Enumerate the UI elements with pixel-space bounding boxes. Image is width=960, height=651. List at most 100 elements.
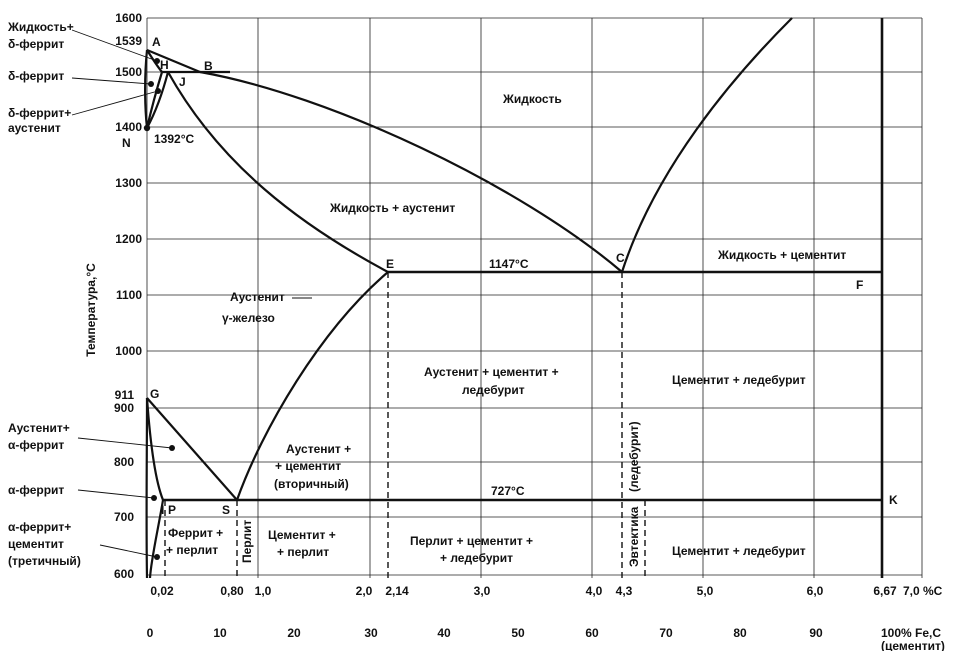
callout-alpha-cem-line3: (третичный)	[8, 554, 81, 568]
x-tick-4-3: 4,3	[616, 584, 633, 598]
region-ferrite-perlite-line1: Феррит +	[168, 526, 223, 540]
x2-tick-60: 60	[585, 626, 599, 640]
leader-delta-aust	[71, 90, 159, 116]
dot-n	[143, 124, 151, 132]
x-tick-1-0: 1,0	[255, 584, 272, 598]
y-axis: 1600 1539 1500 1400 1300 1200 1100 1000 …	[84, 11, 142, 581]
callout-aust-alpha-line1: Аустенит+	[8, 421, 70, 435]
liquidus-ab	[146, 48, 201, 74]
x-tick-0-02: 0,02	[150, 584, 174, 598]
region-ledeburite: (ледебурит)	[627, 421, 641, 492]
region-ferrite-perlite-line2: + перлит	[166, 543, 218, 557]
solidus-je	[167, 71, 389, 273]
region-perl-cem-led-line1: Перлит + цементит +	[410, 534, 533, 548]
callout-liq-delta-line2: δ-феррит	[8, 37, 64, 51]
temp-727: 727°С	[491, 484, 525, 498]
region-liquid: Жидкость	[502, 92, 562, 106]
x-tick-2-0: 2,0	[356, 584, 373, 598]
y-tick-800: 800	[114, 455, 134, 469]
liquidus-bc	[199, 70, 623, 273]
x-tick-7-0: 7,0 %C	[903, 584, 943, 598]
x2-tick-40: 40	[437, 626, 451, 640]
dashed-lines	[164, 272, 646, 578]
x2-tick-20: 20	[287, 626, 301, 640]
region-aust-cem-led-line1: Аустенит + цементит +	[424, 365, 559, 379]
point-n: N	[122, 136, 131, 150]
point-labels: A B H J N E C F G P S K I	[122, 35, 898, 517]
x2-tick-50: 50	[511, 626, 525, 640]
point-k: K	[889, 493, 898, 507]
line-es	[235, 271, 389, 501]
x-axis-cementite: 0 10 20 30 40 50 60 70 80 90 100% Fe,C (…	[147, 626, 945, 651]
region-aust-cem2-line3: (вторичный)	[274, 477, 349, 491]
y-axis-title: Температура,°С	[84, 263, 98, 357]
region-cem-perlite-line2: + перлит	[277, 545, 329, 559]
temp-1147: 1147°С	[489, 257, 529, 271]
point-b: B	[204, 59, 213, 73]
point-c: C	[616, 251, 625, 265]
grid-horizontal	[147, 17, 922, 576]
x-tick-6-0: 6,0	[807, 584, 824, 598]
x2-tick-80: 80	[733, 626, 747, 640]
callout-alpha: α-феррит	[8, 483, 64, 497]
region-cem-led-upper: Цементит + ледебурит	[672, 373, 806, 387]
line-pq	[148, 499, 165, 579]
region-cem-perlite-line1: Цементит +	[268, 528, 336, 542]
point-h: H	[160, 58, 169, 72]
x-tick-4-0: 4,0	[586, 584, 603, 598]
point-f: F	[856, 278, 863, 292]
region-aust-cem2-line1: Аустенит +	[286, 442, 351, 456]
callout-aust-alpha-line2: α-феррит	[8, 438, 64, 452]
region-gamma-iron: γ-железо	[222, 311, 275, 325]
region-perl-cem-led-line2: + ледебурит	[440, 551, 513, 565]
x2-tick-70: 70	[659, 626, 673, 640]
x2-cementite-note: (цементит)	[881, 639, 945, 651]
phase-boundaries	[144, 17, 884, 579]
point-e: E	[386, 257, 394, 271]
callout-delta-aust-line1: δ-феррит+	[8, 106, 71, 120]
x-tick-2-14: 2,14	[385, 584, 409, 598]
point-j: J	[179, 75, 186, 89]
callout-delta: δ-феррит	[8, 69, 64, 83]
y-tick-1200: 1200	[115, 232, 142, 246]
x-tick-6-67: 6,67	[873, 584, 897, 598]
y-tick-1600: 1600	[115, 11, 142, 25]
point-g: G	[150, 387, 159, 401]
line-an	[144, 49, 149, 129]
y-tick-1000: 1000	[115, 344, 142, 358]
callout-leaders	[71, 29, 312, 558]
leader-aust-alpha	[77, 437, 173, 449]
x2-tick-0: 0	[147, 626, 154, 640]
line-gs	[146, 397, 238, 501]
x-axis-carbon: 0,02 0,80 1,0 2,0 2,14 3,0 4,0 4,3 5,0 6…	[150, 584, 942, 598]
region-aust-cem2-line2: + цементит	[275, 459, 341, 473]
y-tick-700: 700	[114, 510, 134, 524]
x-tick-5-0: 5,0	[697, 584, 714, 598]
region-perlite: Перлит	[240, 520, 254, 563]
x2-tick-90: 90	[809, 626, 823, 640]
callout-alpha-cem-line2: цементит	[8, 537, 64, 551]
x2-tick-100: 100% Fe,C	[881, 626, 941, 640]
region-liquid-austenite: Жидкость + аустенит	[329, 201, 455, 215]
x2-tick-30: 30	[364, 626, 378, 640]
isotherm-labels: 1392°С 1147°С 727°С	[154, 132, 529, 498]
y-tick-1300: 1300	[115, 176, 142, 190]
left-callouts: Жидкость+ δ-феррит δ-феррит δ-феррит+ ау…	[7, 20, 81, 568]
x2-tick-10: 10	[213, 626, 227, 640]
y-tick-1100: 1100	[116, 288, 142, 302]
callout-liq-delta-line1: Жидкость+	[7, 20, 74, 34]
point-s: S	[222, 503, 230, 517]
region-aust-cem-led-line2: ледебурит	[462, 383, 525, 397]
point-p: P	[168, 503, 176, 517]
leader-delta	[71, 77, 152, 85]
line-jn	[146, 71, 170, 129]
callout-alpha-cem-line1: α-феррит+	[8, 520, 71, 534]
temp-1392: 1392°С	[154, 132, 194, 146]
leader-liq-delta	[71, 29, 158, 62]
x-tick-3-0: 3,0	[474, 584, 491, 598]
liquidus-cd	[620, 17, 793, 273]
y-tick-911: 911	[115, 388, 135, 402]
region-austenite: Аустенит	[230, 290, 285, 304]
leader-alpha-cem	[99, 544, 158, 558]
